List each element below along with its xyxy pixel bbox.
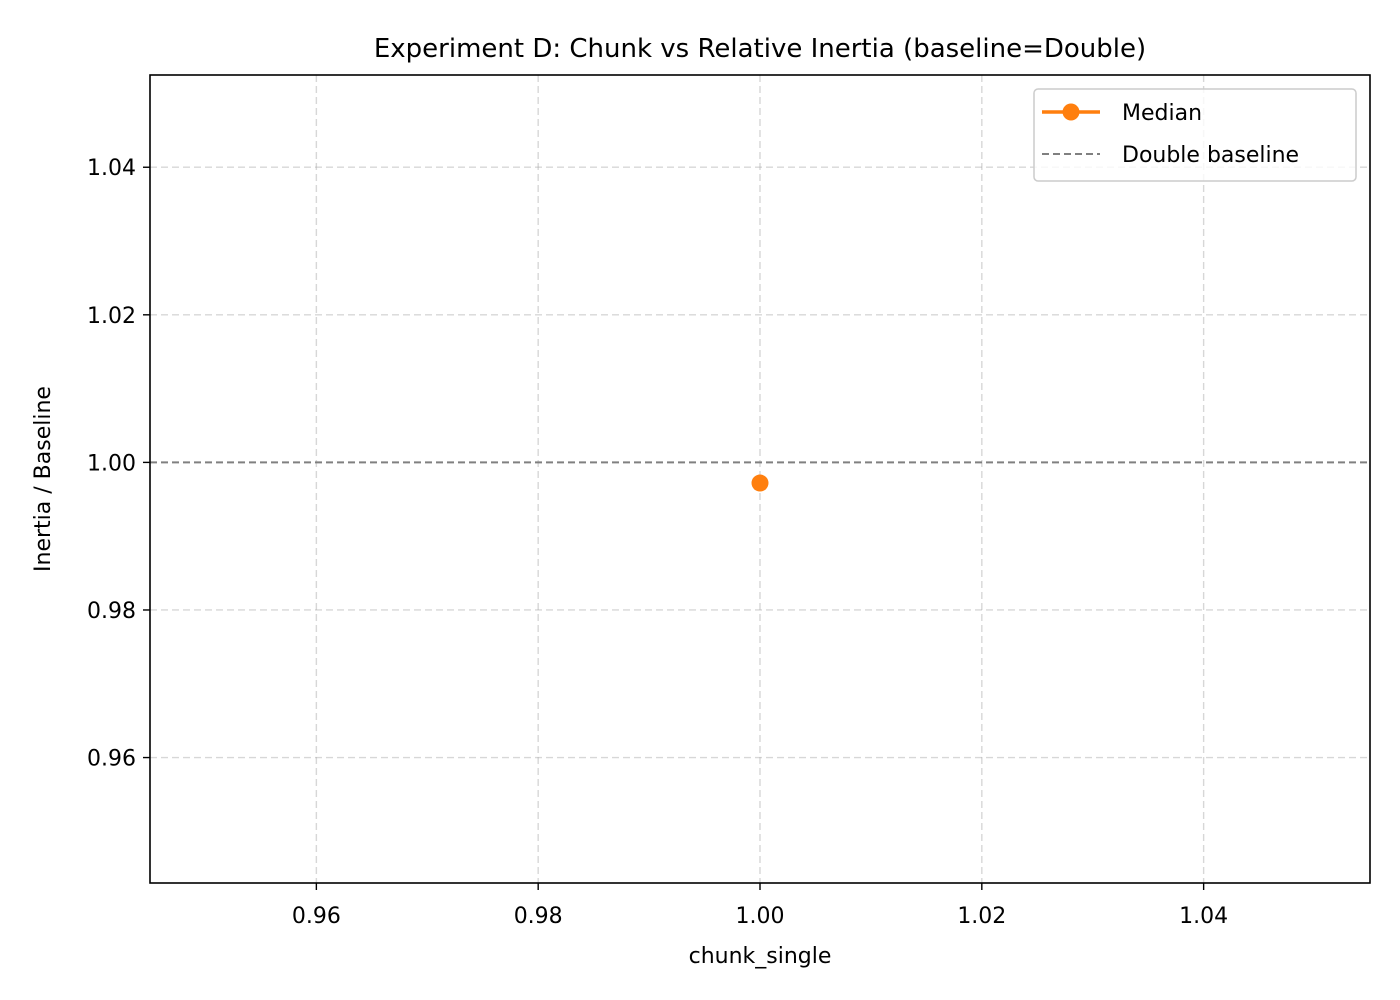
x-axis-label: chunk_single bbox=[689, 944, 832, 969]
x-tick-label: 0.98 bbox=[514, 904, 563, 929]
y-tick-label: 0.98 bbox=[87, 599, 136, 624]
series bbox=[751, 474, 769, 492]
y-tick-label: 1.04 bbox=[87, 156, 136, 181]
y-axis-ticks: 0.96 0.98 1.00 1.02 1.04 bbox=[87, 156, 150, 772]
legend: Median Double baseline bbox=[1033, 88, 1357, 182]
x-tick-label: 0.96 bbox=[292, 904, 341, 929]
chart-title: Experiment D: Chunk vs Relative Inertia … bbox=[374, 34, 1146, 64]
legend-marker-median bbox=[1062, 103, 1080, 121]
y-tick-label: 1.02 bbox=[87, 304, 136, 329]
median-point bbox=[751, 474, 769, 492]
legend-label: Double baseline bbox=[1122, 143, 1299, 168]
y-tick-label: 0.96 bbox=[87, 747, 136, 772]
x-tick-label: 1.02 bbox=[957, 904, 1006, 929]
x-tick-label: 1.00 bbox=[736, 904, 785, 929]
x-tick-label: 1.04 bbox=[1179, 904, 1228, 929]
legend-box bbox=[1033, 88, 1357, 182]
y-tick-label: 1.00 bbox=[87, 451, 136, 476]
x-axis-ticks: 0.96 0.98 1.00 1.02 1.04 bbox=[292, 883, 1228, 929]
y-axis-label: Inertia / Baseline bbox=[31, 386, 56, 572]
legend-label: Median bbox=[1122, 101, 1202, 126]
